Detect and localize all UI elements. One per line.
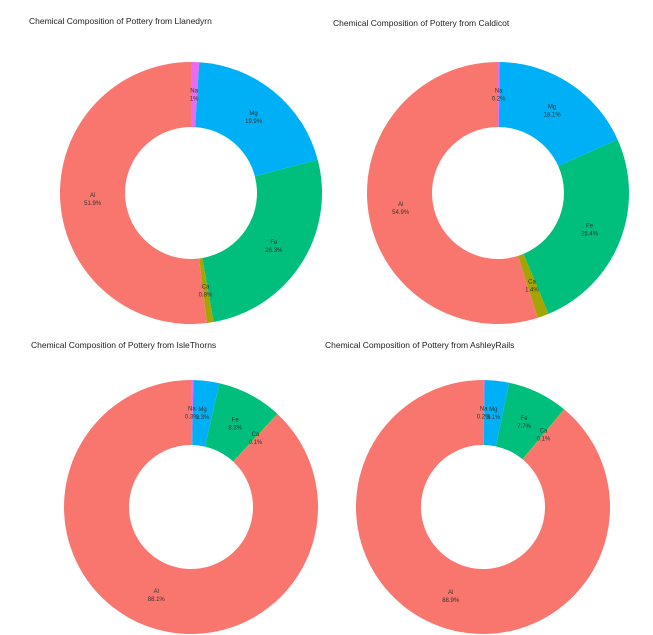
- slice-al: [356, 380, 610, 634]
- chart-title-3: Chemical Composition of Pottery from Ash…: [325, 340, 514, 350]
- donut-ashleyrails: Na 0.2% Mg 3.1% Fe 7.7% Ca 0.1% Al 88.9%: [356, 380, 610, 634]
- slice-mg: [195, 62, 318, 177]
- slice-fe: [495, 382, 564, 460]
- slice-label-na: Na: [495, 89, 503, 95]
- slice-value-ca: 0.1%: [537, 436, 551, 442]
- slice-value-ca: 1.4%: [525, 287, 539, 293]
- slice-label-ca: Ca: [528, 279, 536, 285]
- donut-islethorns: Na 0.3% Mg 3.3% Fe 8.3% Ca 0.1% Al 88.1%: [64, 380, 319, 634]
- slice-value-fe: 7.7%: [517, 424, 531, 430]
- slice-label-mg: Mg: [198, 407, 206, 413]
- slice-label-na: Na: [188, 407, 196, 413]
- slice-value-na: 0.2%: [492, 97, 506, 103]
- slice-value-al: 88.9%: [442, 598, 460, 604]
- slice-value-al: 51.9%: [84, 201, 102, 207]
- slice-label-fe: Fe: [521, 416, 529, 422]
- donut-llanedyrn: Na 1% Mg 19.9% Fe 26.3% Ca 0.8% Al 51.9%: [60, 62, 322, 324]
- slice-value-na: 1%: [190, 97, 199, 103]
- slice-na: [483, 380, 485, 446]
- slice-value-fe: 25.4%: [581, 231, 599, 237]
- slice-label-ca: Ca: [202, 284, 210, 290]
- slice-value-al: 88.1%: [148, 597, 166, 603]
- slice-label-al: Al: [90, 193, 95, 199]
- chart-title-0: Chemical Composition of Pottery from Lla…: [29, 16, 212, 26]
- slice-na: [191, 62, 200, 128]
- donut-caldicot: Na 0.2% Mg 18.1% Fe 25.4% Ca 1.4% Al 54.9%: [367, 62, 630, 324]
- slice-ca: [518, 253, 549, 318]
- slice-na: [498, 62, 500, 128]
- slice-mg: [498, 62, 618, 167]
- slice-label-mg: Mg: [249, 111, 257, 117]
- slice-label-mg: Mg: [548, 105, 556, 111]
- slice-fe: [204, 383, 278, 462]
- slice-ca: [522, 409, 565, 460]
- slice-fe: [523, 139, 630, 314]
- chart-title-2: Chemical Composition of Pottery from Isl…: [31, 340, 216, 350]
- slice-label-na: Na: [480, 407, 488, 413]
- slice-na: [191, 380, 194, 446]
- slice-label-al: Al: [448, 590, 453, 596]
- slice-al: [64, 380, 319, 634]
- slice-label-mg: Mg: [489, 407, 497, 413]
- slice-value-mg: 19.9%: [245, 119, 263, 125]
- slice-al: [60, 62, 208, 324]
- slice-value-na: 0.3%: [185, 415, 199, 421]
- slice-label-al: Al: [398, 202, 403, 208]
- slice-label-fe: Fe: [232, 417, 240, 423]
- chart-title-1: Chemical Composition of Pottery from Cal…: [333, 18, 510, 28]
- slice-value-mg: 3.1%: [487, 415, 501, 421]
- slice-value-na: 0.2%: [477, 415, 491, 421]
- slice-label-ca: Ca: [252, 432, 260, 438]
- slice-fe: [202, 159, 322, 323]
- slice-value-fe: 26.3%: [265, 248, 283, 254]
- slice-value-fe: 8.3%: [228, 425, 242, 431]
- slice-value-al: 54.9%: [392, 210, 410, 216]
- slice-ca: [233, 413, 278, 462]
- slice-value-ca: 0.8%: [199, 292, 213, 298]
- slice-al: [367, 62, 538, 324]
- slice-value-ca: 0.1%: [249, 440, 263, 446]
- slice-label-ca: Ca: [540, 428, 548, 434]
- slice-mg: [483, 380, 510, 447]
- slice-label-fe: Fe: [270, 240, 278, 246]
- slice-ca: [199, 258, 214, 324]
- slice-label-fe: Fe: [586, 223, 594, 229]
- slice-label-na: Na: [190, 89, 198, 95]
- slice-label-al: Al: [154, 589, 159, 595]
- slice-value-mg: 3.3%: [196, 415, 210, 421]
- slice-mg: [192, 380, 220, 447]
- slice-value-mg: 18.1%: [544, 113, 562, 119]
